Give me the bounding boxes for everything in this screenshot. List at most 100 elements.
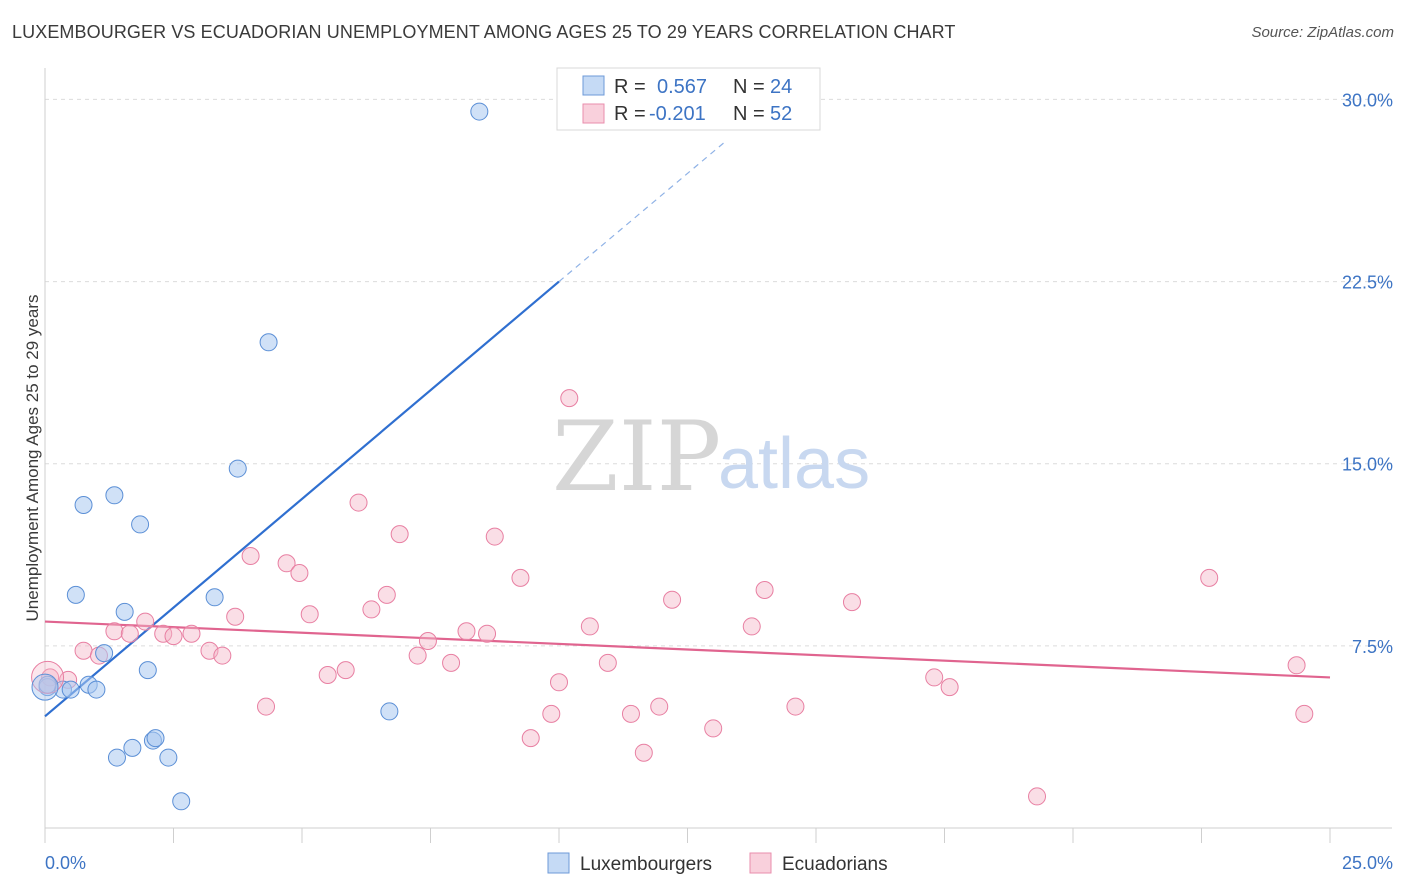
watermark-atlas: atlas <box>718 424 870 504</box>
y-tick-label: 7.5% <box>1352 637 1393 657</box>
luxembourgers-point <box>66 585 85 604</box>
ecuadorians-point <box>377 585 396 604</box>
ecuadorians-point <box>318 666 337 684</box>
legend: R = 0.567 N = 24 R = -0.201 N = 52 <box>556 67 821 131</box>
legend-r-label-2: R = <box>614 103 646 125</box>
luxembourgers-point <box>123 738 142 757</box>
ecuadorians-point <box>511 568 530 587</box>
ecuadorians-point <box>457 622 476 641</box>
x-tick-label: 25.0% <box>1342 853 1393 873</box>
luxembourgers-point <box>31 673 59 701</box>
y-tick-label: 30.0% <box>1342 90 1393 110</box>
ecuadorians-point <box>742 617 761 636</box>
ecuadorians-point <box>650 697 669 716</box>
ecuadorians-point <box>182 624 201 643</box>
watermark: ZIP atlas <box>552 401 870 513</box>
ecuadorians-point <box>408 646 427 665</box>
ecuadorians-point <box>136 612 155 631</box>
ecuadorians-point <box>521 729 540 748</box>
luxembourgers-point <box>228 459 247 478</box>
legend-n-value-2: 52 <box>770 103 792 125</box>
ecuadorians-point <box>362 600 381 619</box>
ecuadorians-point <box>1028 787 1047 806</box>
chart-title: LUXEMBOURGER VS ECUADORIAN UNEMPLOYMENT … <box>12 22 956 42</box>
y-tick-labels: 7.5% 15.0% 22.5% 30.0% <box>1342 90 1393 656</box>
ecuadorians-point <box>550 673 568 692</box>
trendline-ecuadorians <box>44 620 1331 679</box>
y-tick-label: 22.5% <box>1342 273 1393 293</box>
luxembourgers-point <box>105 486 124 505</box>
ecuadorians-point <box>105 622 124 641</box>
luxembourgers-point <box>259 333 278 352</box>
ecuadorians-point <box>786 697 805 716</box>
ecuadorians-point <box>580 617 599 636</box>
ecuadorians-point <box>226 607 245 626</box>
legend-r-value-1: 0.567 <box>657 76 707 98</box>
legend-n-label-1: N = <box>733 76 765 98</box>
ecuadorians-point <box>925 668 944 687</box>
ecuadorians-point <box>241 547 260 565</box>
luxembourgers-point <box>95 644 114 663</box>
ecuadorians-point <box>663 590 682 609</box>
x-tick-labels: 0.0% 25.0% <box>45 853 1393 873</box>
trendlines <box>44 142 1331 718</box>
ecuadorians-point <box>542 704 561 723</box>
luxembourgers-point <box>138 661 157 680</box>
luxembourgers-point <box>87 680 106 699</box>
bottom-legend-label-ecuadorians: Ecuadorians <box>782 854 888 875</box>
data-points <box>31 102 1314 811</box>
ecuadorians-point <box>390 525 409 544</box>
watermark-zip: ZIP <box>552 401 721 513</box>
ecuadorians-point <box>1295 704 1314 723</box>
ecuadorians-point <box>257 697 276 716</box>
legend-swatch-luxembourgers <box>582 75 605 96</box>
gridlines <box>45 98 1392 647</box>
luxembourgers-point <box>159 748 178 767</box>
luxembourgers-point <box>115 602 134 621</box>
ecuadorians-point <box>349 493 368 512</box>
bottom-legend-swatch-ecuadorians <box>749 852 772 874</box>
ecuadorians-point <box>598 653 617 672</box>
ecuadorians-point <box>213 646 232 665</box>
ecuadorians-point <box>1287 656 1306 675</box>
x-tick-label: 0.0% <box>45 853 86 873</box>
luxembourgers-point <box>74 496 93 514</box>
ecuadorians-point <box>485 527 504 546</box>
ecuadorians-point <box>336 661 355 680</box>
legend-n-value-1: 24 <box>770 76 792 98</box>
ecuadorians-point <box>478 624 497 643</box>
y-tick-label: 15.0% <box>1342 455 1393 475</box>
ecuadorians-point <box>842 593 861 612</box>
legend-n-label-2: N = <box>733 103 765 125</box>
ecuadorians-point <box>277 554 296 573</box>
bottom-legend-label-luxembourgers: Luxembourgers <box>580 854 712 875</box>
axes <box>44 68 1392 843</box>
trendline-luxembourgers-extension <box>558 142 724 283</box>
legend-r-value-2: -0.201 <box>649 103 706 125</box>
luxembourgers-point <box>172 792 191 811</box>
ecuadorians-point <box>634 743 653 762</box>
luxembourgers-point <box>205 588 224 607</box>
ecuadorians-point <box>940 678 959 697</box>
ecuadorians-point <box>290 564 309 582</box>
ecuadorians-point <box>1200 568 1219 587</box>
ecuadorians-point <box>300 605 319 624</box>
source-label: Source: ZipAtlas.com <box>1251 24 1394 41</box>
luxembourgers-point <box>131 515 150 534</box>
bottom-legend: Luxembourgers Ecuadorians <box>547 852 888 875</box>
trendline-luxembourgers <box>44 280 560 718</box>
ecuadorians-point <box>418 632 437 650</box>
ecuadorians-point <box>560 389 579 408</box>
ecuadorians-point <box>31 660 65 694</box>
luxembourgers-point <box>107 748 126 767</box>
ecuadorians-point <box>120 624 139 643</box>
ecuadorians-point <box>755 581 774 599</box>
luxembourgers-point <box>470 102 489 121</box>
ecuadorians-point <box>704 719 723 738</box>
luxembourgers-point <box>380 702 399 721</box>
legend-swatch-ecuadorians <box>582 103 605 124</box>
luxembourgers-point <box>146 729 165 748</box>
bottom-legend-swatch-luxembourgers <box>547 852 570 874</box>
ecuadorians-point <box>621 704 640 723</box>
